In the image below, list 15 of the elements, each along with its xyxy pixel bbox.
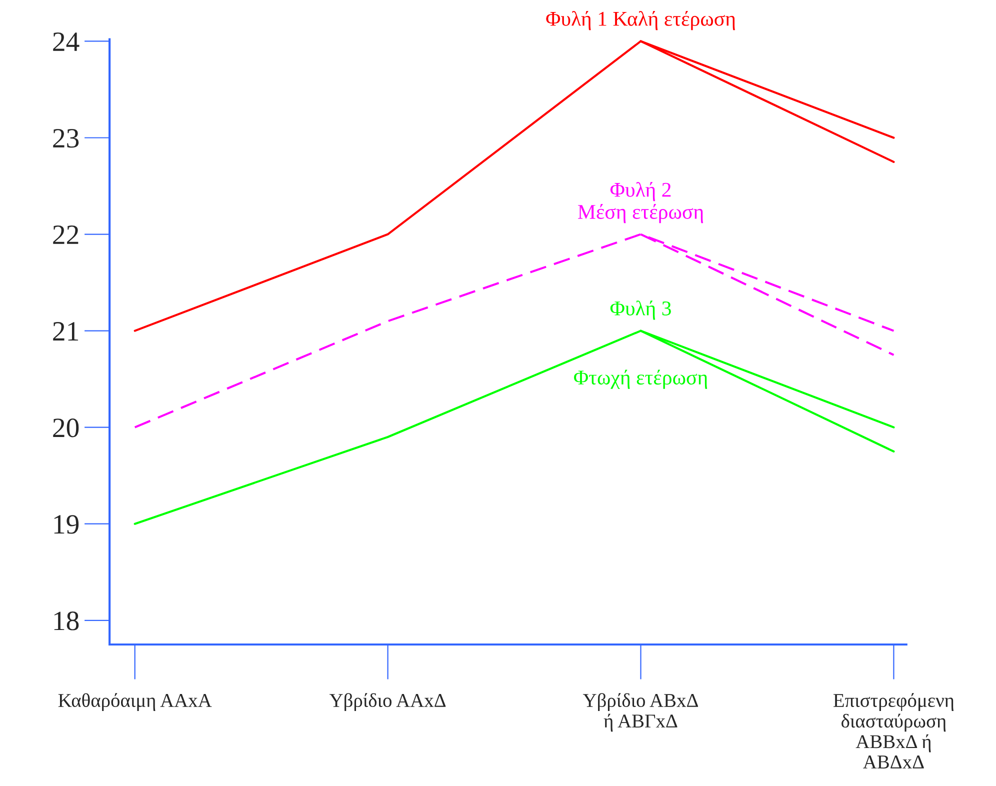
annotation: Φτωχή ετέρωση <box>574 370 708 389</box>
x-tick-label: Υβρίδιο ΑΒxΔ ή ΑΒΓxΔ <box>582 693 698 732</box>
y-tick-label: 24 <box>53 32 80 51</box>
series-label: Φυλή 1 Καλή ετέρωση <box>546 10 735 30</box>
y-tick-label: 23 <box>53 129 79 148</box>
y-tick-label: 22 <box>53 226 78 244</box>
x-tick-label: Υβρίδιο ΑΑxΔ <box>329 693 446 711</box>
x-tick-label: Καθαρόαιμη ΑΑxΑ <box>58 693 212 711</box>
y-tick-label: 21 <box>53 322 78 340</box>
x-tick-label: Επιστρεφόμενη διασταύρωση ΑΒΒxΔ ή ΑΒΔxΔ <box>833 693 954 768</box>
series-label: Φυλή 2 Μέση ετέρωση <box>578 182 704 224</box>
y-tick-label: 18 <box>54 612 79 630</box>
y-tick-label: 19 <box>54 515 79 534</box>
y-tick-label: 20 <box>53 418 79 438</box>
series-label: Φυλή 3 <box>610 300 671 320</box>
